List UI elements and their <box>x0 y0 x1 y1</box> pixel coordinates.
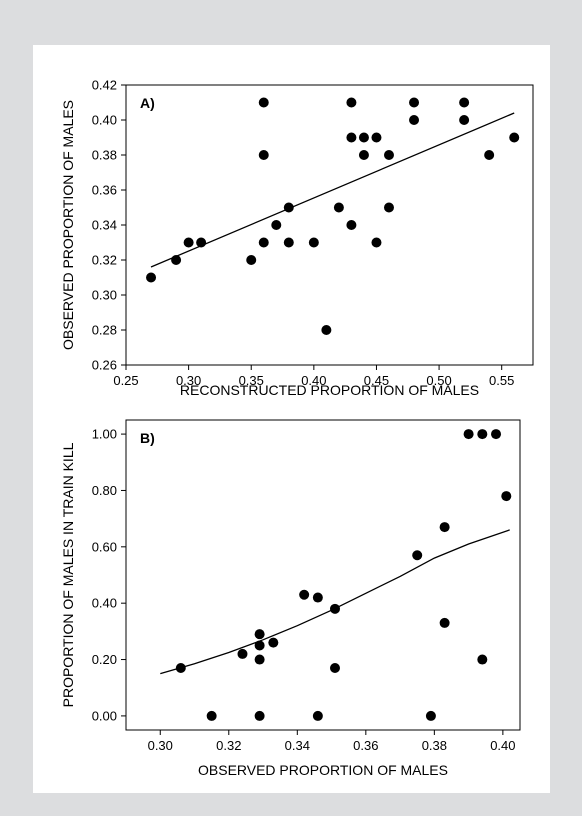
panel-b-y-tick-label: 1.00 <box>92 427 117 442</box>
panel-a-data-point <box>183 237 194 248</box>
panel-a-data-point <box>271 220 282 230</box>
panel-b-x-tick-label: 0.34 <box>285 738 310 753</box>
panel-a-data-point <box>358 150 369 160</box>
panel-b-data-point <box>477 654 488 665</box>
panel-b-data-point <box>254 654 265 665</box>
panel-a-data-point <box>196 237 207 248</box>
panel-b-data-point <box>175 663 186 673</box>
panel-a-scatter-plot: 0.25 0.30 0.35 0.40 0.45 0.50 0.55 0.26 0.28 0.30… <box>60 78 534 398</box>
panel-b-x-tick-label: 0.38 <box>422 738 447 753</box>
panel-a-data-point <box>484 150 495 160</box>
panel-b-data-point <box>425 710 436 721</box>
panel-b-y-tick-label: 0.00 <box>92 708 117 723</box>
panel-a-data-point <box>371 237 382 248</box>
panel-b-data-point <box>329 663 340 673</box>
panel-a-panel-label: A) <box>140 95 155 111</box>
panel-a-data-point <box>258 150 269 160</box>
panel-a-data-point <box>459 115 470 125</box>
panel-b-panel-label: B) <box>140 430 155 446</box>
panel-b-x-tick-label: 0.32 <box>216 738 241 753</box>
panel-a-y-tick-label: 0.32 <box>92 253 117 268</box>
panel-a-data-point <box>283 237 294 248</box>
panel-b-data-point <box>268 637 279 648</box>
panel-a-data-point <box>146 272 157 283</box>
panel-b-fit-line <box>160 529 510 675</box>
panel-a-data-point <box>346 132 357 143</box>
panel-b-data-point <box>329 603 340 614</box>
panel-b-data-point <box>412 550 423 561</box>
panel-a-y-tick-label: 0.42 <box>92 78 117 93</box>
panel-a-data-point <box>383 202 394 213</box>
panel-a-y-tick-label: 0.40 <box>92 113 117 128</box>
panel-a-data-point <box>321 325 332 335</box>
panel-a-x-tick-label: 0.25 <box>113 373 138 388</box>
panel-a-plot-frame <box>125 84 534 366</box>
panel-b-data-point <box>237 648 248 659</box>
panel-b-data-point <box>501 491 512 502</box>
panel-a-data-point <box>358 132 369 143</box>
panel-b-data-point <box>477 429 488 440</box>
panel-a-y-tick-label: 0.30 <box>92 288 117 303</box>
panel-a-x-axis-title: RECONSTRUCTED PROPORTION OF MALES <box>180 382 479 398</box>
panel-a-data-point <box>371 132 382 143</box>
panel-a-y-tick-label: 0.36 <box>92 183 117 198</box>
panel-b-data-point <box>439 522 450 533</box>
panel-a-data-point <box>459 97 470 108</box>
panel-a-data-point <box>383 150 394 160</box>
panel-b-data-point <box>299 589 310 600</box>
panel-b-data-point <box>254 629 265 640</box>
panel-a-data-point <box>346 220 357 230</box>
panel-b-data-point <box>439 617 450 628</box>
panel-a-x-tick-label: 0.45 <box>364 373 389 388</box>
panel-a-data-point <box>509 132 520 143</box>
panel-b-scatter-plot: 0.30 0.32 0.34 0.36 0.38 0.40 0.00 0.20 0.40 0.60… <box>60 419 521 778</box>
panel-a-x-tick-label: 0.50 <box>426 373 451 388</box>
panel-a-data-point <box>333 202 344 213</box>
panel-b-x-tick-label: 0.40 <box>490 738 515 753</box>
panel-b-x-tick-label: 0.30 <box>148 738 173 753</box>
panel-b-plot-frame <box>125 419 521 731</box>
panel-a-data-point <box>258 97 269 108</box>
panel-a-data-point <box>346 97 357 108</box>
panel-a-data-point <box>308 237 319 248</box>
panel-b-data-point <box>312 710 323 721</box>
panel-a-fit-line <box>150 112 515 268</box>
panel-a-x-tick-label: 0.35 <box>239 373 264 388</box>
panel-a-x-tick-label: 0.55 <box>489 373 514 388</box>
panel-b-data-point <box>254 710 265 721</box>
panel-a-data-point <box>171 255 182 265</box>
panel-a-y-axis-title: OBSERVED PROPORTION OF MALES <box>60 100 76 350</box>
panel-a-data-point <box>246 255 257 265</box>
panel-a-data-point <box>283 202 294 213</box>
panel-a-y-tick-label: 0.28 <box>92 323 117 338</box>
panel-b-data-point <box>491 429 502 440</box>
panel-a-data-point <box>258 237 269 248</box>
panel-b-x-tick-label: 0.36 <box>353 738 378 753</box>
panel-b-y-tick-label: 0.80 <box>92 483 117 498</box>
panel-b-y-tick-label: 0.40 <box>92 596 117 611</box>
panel-b-y-tick-label: 0.60 <box>92 539 117 554</box>
panel-a-x-tick-label: 0.30 <box>176 373 201 388</box>
panel-b-data-point <box>312 592 323 603</box>
panel-b-y-tick-label: 0.20 <box>92 652 117 667</box>
panel-b-x-axis-title: OBSERVED PROPORTION OF MALES <box>198 762 448 778</box>
panel-b-y-axis-title: PROPORTION OF MALES IN TRAIN KILL <box>60 442 76 707</box>
panel-a-data-point <box>409 97 420 108</box>
panel-a-y-tick-label: 0.34 <box>92 218 117 233</box>
panel-b-data-point <box>254 640 265 651</box>
panel-b-data-point <box>206 710 217 721</box>
panel-a-y-tick-label: 0.26 <box>92 358 117 373</box>
figure-panel <box>33 45 550 793</box>
panel-b-data-point <box>463 429 474 440</box>
panel-a-y-tick-label: 0.38 <box>92 148 117 163</box>
panel-a-data-point <box>409 115 420 125</box>
panel-a-x-tick-label: 0.40 <box>301 373 326 388</box>
